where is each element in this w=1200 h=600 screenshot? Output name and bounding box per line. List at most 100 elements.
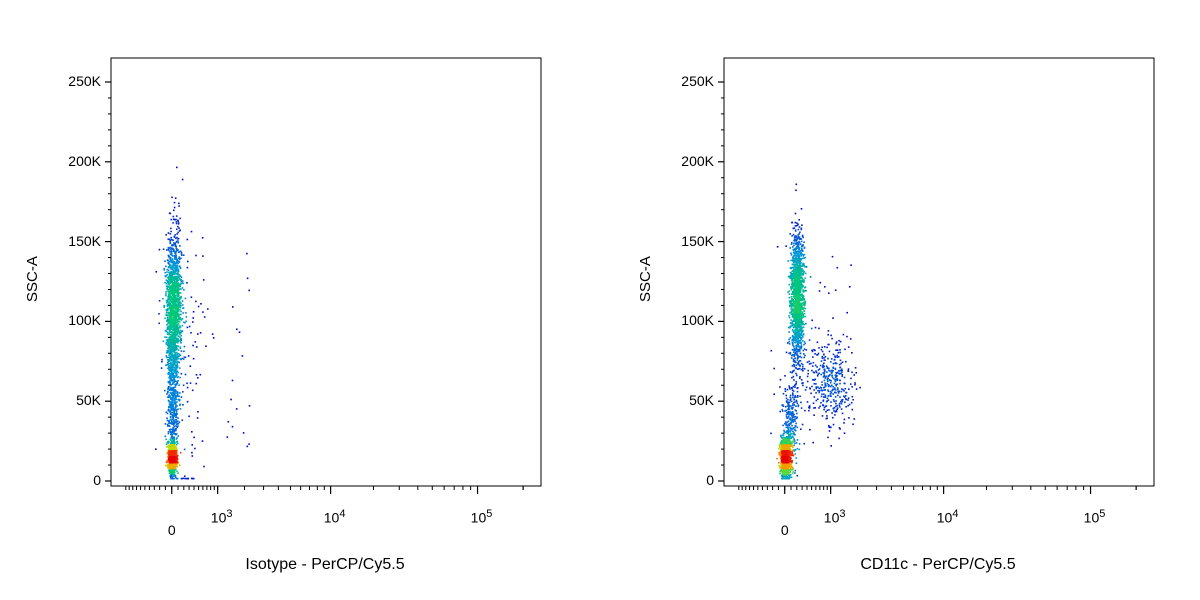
event-point [167, 247, 170, 249]
event-point [831, 370, 834, 373]
event-point [811, 369, 813, 372]
event-point [172, 472, 175, 475]
event-point [841, 412, 844, 415]
event-point [181, 317, 184, 320]
event-point [172, 401, 174, 404]
event-point [178, 399, 181, 402]
event-point [167, 356, 169, 359]
event-point [793, 320, 796, 323]
event-point [800, 401, 802, 404]
event-point [852, 398, 854, 401]
event-point [173, 412, 175, 415]
event-point [158, 300, 161, 302]
event-point [177, 225, 179, 228]
event-point [794, 335, 797, 337]
event-point [797, 253, 799, 256]
event-point [173, 264, 175, 267]
event-point [171, 284, 173, 287]
event-point [168, 466, 170, 469]
event-point [174, 325, 177, 327]
event-point [170, 314, 172, 316]
event-point [828, 430, 831, 432]
event-point [173, 267, 176, 270]
event-point [177, 286, 180, 288]
event-point [791, 354, 793, 357]
event-point [834, 355, 836, 357]
event-point [836, 378, 839, 380]
event-point [795, 273, 797, 276]
event-point [795, 326, 798, 328]
event-point [175, 427, 177, 430]
event-point [172, 261, 174, 264]
event-point [795, 251, 798, 254]
event-point [793, 269, 796, 271]
event-point [805, 386, 808, 389]
event-point [173, 451, 176, 453]
event-point [169, 304, 172, 307]
event-point [840, 408, 843, 410]
event-point [189, 365, 192, 367]
event-point [172, 419, 175, 422]
event-point [167, 266, 170, 268]
event-point [795, 248, 798, 250]
event-point [798, 368, 800, 370]
event-point [176, 413, 178, 415]
event-point [173, 342, 176, 345]
event-point [787, 291, 789, 293]
event-point [847, 369, 849, 372]
event-point [172, 376, 174, 379]
event-point [178, 256, 181, 258]
event-point [845, 360, 847, 363]
event-point [168, 336, 170, 339]
event-point [841, 361, 844, 363]
event-point [177, 349, 180, 351]
event-point [176, 370, 178, 372]
event-point [171, 474, 173, 476]
event-point [789, 422, 792, 424]
event-point [176, 405, 178, 407]
event-point [178, 355, 180, 358]
event-point [785, 475, 787, 477]
event-point [794, 357, 796, 359]
event-point [791, 303, 794, 305]
event-point [796, 400, 798, 403]
event-point [187, 260, 189, 263]
event-point [796, 222, 798, 224]
event-point [799, 231, 801, 234]
event-point [176, 477, 179, 480]
event-point [790, 267, 793, 270]
event-point [173, 282, 176, 284]
event-point [181, 357, 183, 360]
event-point [241, 355, 244, 357]
event-point [829, 381, 832, 384]
event-point [813, 407, 815, 409]
event-point [172, 473, 174, 476]
event-point [791, 306, 793, 308]
event-point [170, 268, 173, 270]
event-point [169, 317, 172, 319]
event-point [827, 383, 830, 386]
event-point [796, 261, 799, 264]
event-point [170, 441, 173, 444]
event-point [821, 393, 823, 395]
event-point [175, 371, 177, 373]
event-point [171, 428, 173, 431]
event-point [802, 280, 804, 282]
event-point [787, 429, 790, 431]
event-point [172, 248, 174, 250]
event-point [796, 344, 798, 346]
event-point [797, 234, 800, 236]
event-point [791, 416, 794, 418]
event-point [780, 436, 782, 438]
event-point [789, 474, 792, 476]
event-point [173, 346, 176, 349]
event-point [836, 349, 839, 351]
event-point [844, 348, 846, 351]
event-point [191, 455, 194, 457]
event-point [793, 355, 795, 357]
event-point [836, 266, 839, 269]
event-point [170, 238, 172, 241]
event-point [170, 277, 172, 280]
event-point [170, 266, 173, 268]
event-point [799, 337, 802, 339]
